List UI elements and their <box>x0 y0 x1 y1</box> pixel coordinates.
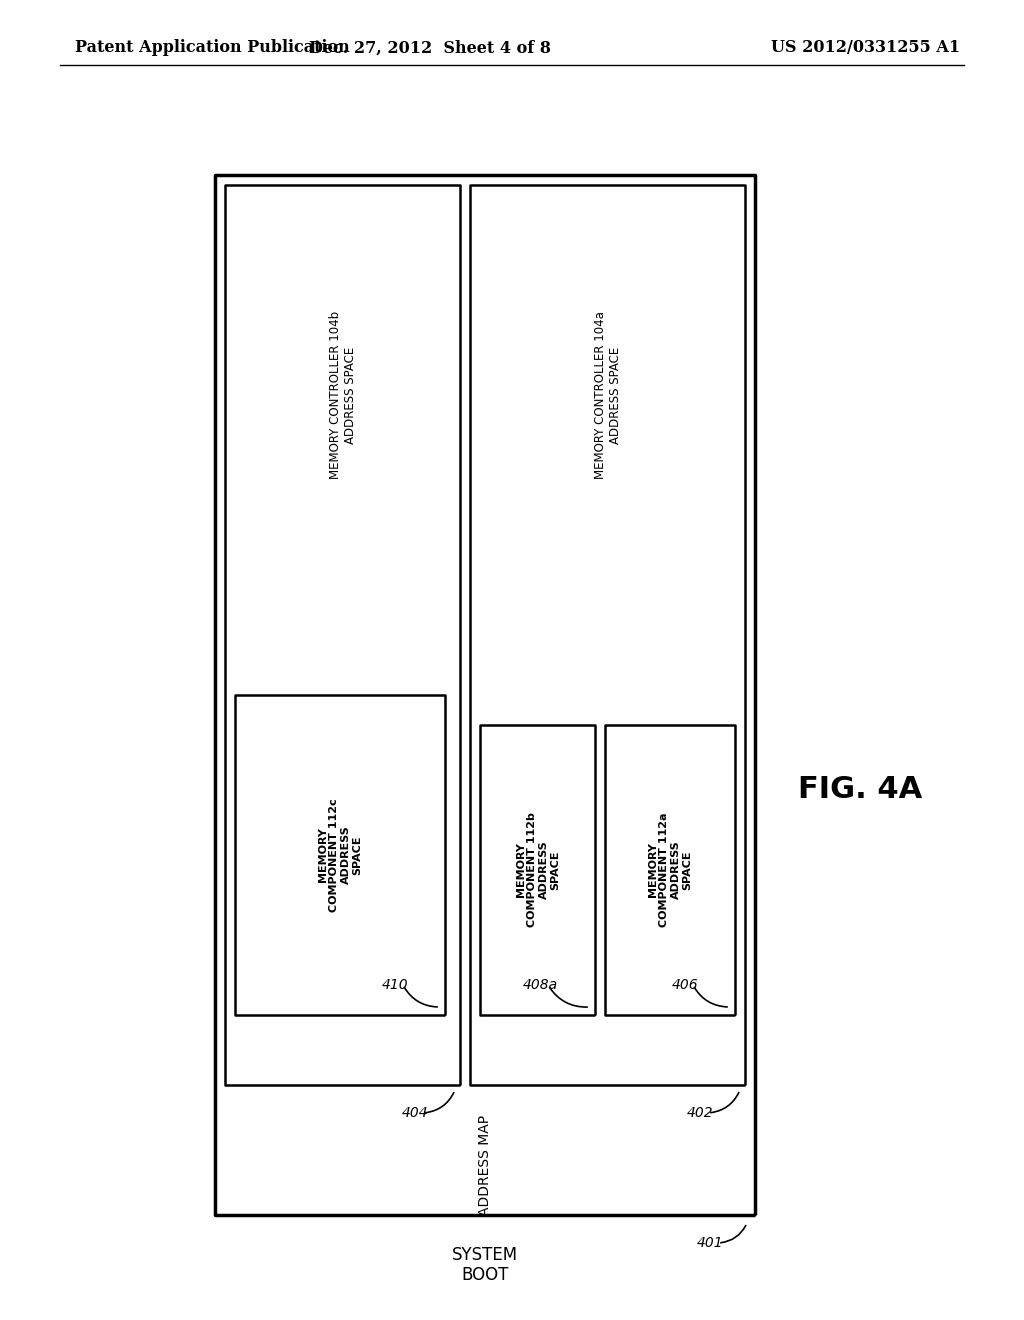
Text: US 2012/0331255 A1: US 2012/0331255 A1 <box>771 40 961 57</box>
Text: 404: 404 <box>401 1106 428 1119</box>
Text: 406: 406 <box>672 978 698 993</box>
Text: 410: 410 <box>382 978 409 993</box>
Polygon shape <box>225 185 460 1085</box>
Text: Dec. 27, 2012  Sheet 4 of 8: Dec. 27, 2012 Sheet 4 of 8 <box>309 40 551 57</box>
Polygon shape <box>605 725 735 1015</box>
Text: FIG. 4A: FIG. 4A <box>798 776 923 804</box>
Text: MEMORY CONTROLLER 104b
ADDRESS SPACE: MEMORY CONTROLLER 104b ADDRESS SPACE <box>329 312 357 479</box>
Text: 402: 402 <box>687 1106 714 1119</box>
Text: 408a: 408a <box>522 978 557 993</box>
Text: SYSTEM
BOOT: SYSTEM BOOT <box>452 1246 518 1284</box>
Text: Patent Application Publication: Patent Application Publication <box>75 40 350 57</box>
Polygon shape <box>470 185 745 1085</box>
Text: MEMORY
COMPONENT 112b
ADDRESS
SPACE: MEMORY COMPONENT 112b ADDRESS SPACE <box>516 813 560 928</box>
Polygon shape <box>215 176 755 1214</box>
Polygon shape <box>480 725 595 1015</box>
Text: 401: 401 <box>696 1236 723 1250</box>
Text: MEMORY
COMPONENT 112a
ADDRESS
SPACE: MEMORY COMPONENT 112a ADDRESS SPACE <box>647 813 692 927</box>
Polygon shape <box>234 696 445 1015</box>
Text: MEMORY CONTROLLER 104a
ADDRESS SPACE: MEMORY CONTROLLER 104a ADDRESS SPACE <box>594 312 622 479</box>
Text: MEMORY
COMPONENT 112c
ADDRESS
SPACE: MEMORY COMPONENT 112c ADDRESS SPACE <box>317 799 362 912</box>
Text: ADDRESS MAP: ADDRESS MAP <box>478 1114 492 1216</box>
